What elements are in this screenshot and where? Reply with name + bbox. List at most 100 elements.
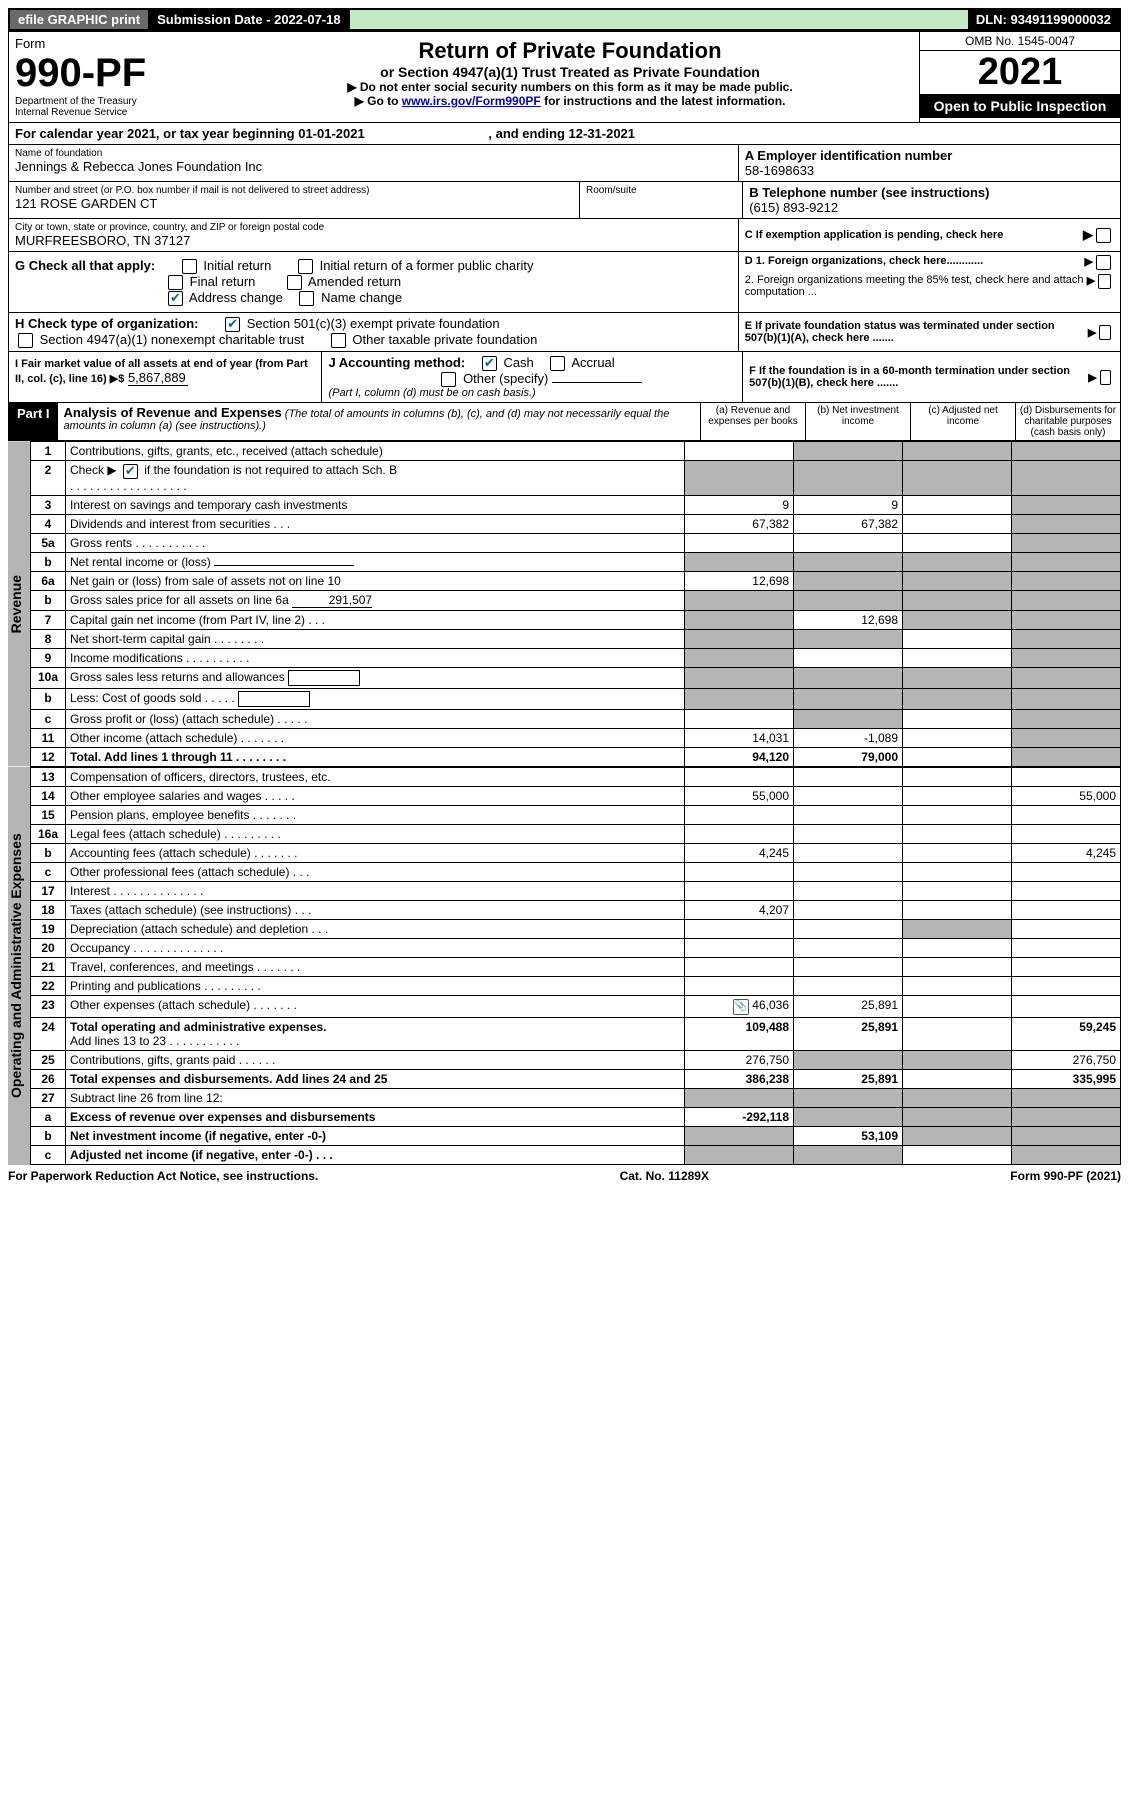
d2-checkbox[interactable] [1098, 274, 1111, 289]
table-row: 20Occupancy . . . . . . . . . . . . . . [31, 938, 1121, 957]
table-row: 22Printing and publications . . . . . . … [31, 976, 1121, 995]
col-c-header: (c) Adjusted net income [910, 403, 1015, 440]
table-row: aExcess of revenue over expenses and dis… [31, 1107, 1121, 1126]
c-label: C If exemption application is pending, c… [745, 229, 1004, 241]
arrow-icon: ▶ [1087, 274, 1095, 298]
h-other-checkbox[interactable] [331, 333, 346, 348]
attachment-icon[interactable]: 📎 [733, 999, 749, 1015]
j-cash-checkbox[interactable] [482, 356, 497, 371]
j-other-checkbox[interactable] [441, 372, 456, 387]
footer-left: For Paperwork Reduction Act Notice, see … [8, 1169, 318, 1183]
table-row: 16aLegal fees (attach schedule) . . . . … [31, 824, 1121, 843]
instr-ssn: ▶ Do not enter social security numbers o… [227, 80, 913, 94]
table-row: 13Compensation of officers, directors, t… [31, 767, 1121, 786]
city-value: MURFREESBORO, TN 37127 [15, 233, 732, 248]
g-name-checkbox[interactable] [299, 291, 314, 306]
g-address-checkbox[interactable] [168, 291, 183, 306]
e-checkbox[interactable] [1099, 325, 1111, 340]
arrow-icon: ▶ [1083, 227, 1093, 243]
g-final-checkbox[interactable] [168, 275, 183, 290]
j-label: J Accounting method: [328, 355, 465, 370]
foundation-name: Jennings & Rebecca Jones Foundation Inc [15, 159, 732, 174]
revenue-table: 1Contributions, gifts, grants, etc., rec… [30, 441, 1121, 766]
d1-checkbox[interactable] [1096, 255, 1111, 270]
table-row: 21Travel, conferences, and meetings . . … [31, 957, 1121, 976]
efile-print-button[interactable]: efile GRAPHIC print [10, 10, 149, 29]
table-row: 14Other employee salaries and wages . . … [31, 786, 1121, 805]
table-row: 15Pension plans, employee benefits . . .… [31, 805, 1121, 824]
table-row: 12Total. Add lines 1 through 11 . . . . … [31, 747, 1121, 766]
form-subtitle: or Section 4947(a)(1) Trust Treated as P… [227, 64, 913, 80]
addr-label: Number and street (or P.O. box number if… [15, 185, 573, 196]
g-initial: Initial return [203, 258, 271, 273]
ein-value: 58-1698633 [745, 163, 1114, 178]
table-row: 5aGross rents . . . . . . . . . . . [31, 533, 1121, 552]
part1-title: Analysis of Revenue and Expenses [64, 405, 282, 420]
i-value: 5,867,889 [128, 370, 188, 386]
j-other: Other (specify) [463, 371, 548, 386]
table-row: 25Contributions, gifts, grants paid . . … [31, 1050, 1121, 1069]
table-row: 6aNet gain or (loss) from sale of assets… [31, 571, 1121, 590]
form-word: Form [15, 36, 215, 51]
h-label: H Check type of organization: [15, 316, 198, 331]
j-other-value [552, 382, 642, 383]
table-row: 17Interest . . . . . . . . . . . . . . [31, 881, 1121, 900]
dln-label: DLN: 93491199000032 [968, 10, 1119, 29]
j-accrual: Accrual [571, 355, 614, 370]
city-label: City or town, state or province, country… [15, 222, 732, 233]
j-accrual-checkbox[interactable] [550, 356, 565, 371]
street-address: 121 ROSE GARDEN CT [15, 196, 573, 211]
table-row: 19Depreciation (attach schedule) and dep… [31, 919, 1121, 938]
g-amended-checkbox[interactable] [287, 275, 302, 290]
table-row: 10aGross sales less returns and allowanc… [31, 667, 1121, 688]
d2-label: 2. Foreign organizations meeting the 85%… [745, 274, 1087, 298]
table-row: 11Other income (attach schedule) . . . .… [31, 728, 1121, 747]
table-row: bAccounting fees (attach schedule) . . .… [31, 843, 1121, 862]
g-initial-former-checkbox[interactable] [298, 259, 313, 274]
part1-header-row: Part I Analysis of Revenue and Expenses … [8, 403, 1121, 441]
table-row: 2Check ▶ if the foundation is not requir… [31, 461, 1121, 495]
f-checkbox[interactable] [1100, 370, 1111, 385]
footer-mid: Cat. No. 11289X [620, 1169, 709, 1183]
schb-checkbox[interactable] [123, 464, 138, 479]
c-checkbox[interactable] [1096, 228, 1111, 243]
identity-block: Name of foundation Jennings & Rebecca Jo… [8, 145, 1121, 403]
col-a-header: (a) Revenue and expenses per books [700, 403, 805, 440]
g-final: Final return [190, 274, 256, 289]
h-4947-checkbox[interactable] [18, 333, 33, 348]
g-address: Address change [189, 290, 283, 305]
instr-post: for instructions and the latest informat… [541, 94, 786, 108]
open-to-public: Open to Public Inspection [920, 94, 1120, 118]
name-label: Name of foundation [15, 148, 732, 159]
e-label: E If private foundation status was termi… [745, 320, 1088, 344]
table-row: cGross profit or (loss) (attach schedule… [31, 709, 1121, 728]
table-row: 26Total expenses and disbursements. Add … [31, 1069, 1121, 1088]
g-name: Name change [321, 290, 402, 305]
part1-badge: Part I [9, 403, 58, 440]
col-d-header: (d) Disbursements for charitable purpose… [1015, 403, 1120, 440]
period-begin: For calendar year 2021, or tax year begi… [15, 126, 365, 141]
table-row: bGross sales price for all assets on lin… [31, 590, 1121, 610]
ein-label: A Employer identification number [745, 148, 1114, 163]
instr-pre: ▶ Go to [355, 94, 402, 108]
irs-link[interactable]: www.irs.gov/Form990PF [402, 94, 541, 108]
tel-value: (615) 893-9212 [749, 200, 1114, 215]
table-row: 7Capital gain net income (from Part IV, … [31, 610, 1121, 629]
f-label: F If the foundation is in a 60-month ter… [749, 365, 1088, 389]
table-row: 4Dividends and interest from securities … [31, 514, 1121, 533]
period-end: , and ending 12-31-2021 [488, 126, 635, 141]
h-501c3-checkbox[interactable] [225, 317, 240, 332]
g-initial-checkbox[interactable] [182, 259, 197, 274]
table-row: bNet rental income or (loss) [31, 552, 1121, 571]
expenses-label: Operating and Administrative Expenses [8, 767, 30, 1165]
h-501c3: Section 501(c)(3) exempt private foundat… [247, 316, 500, 331]
dept-treasury: Department of the Treasury [15, 96, 215, 107]
tax-period-row: For calendar year 2021, or tax year begi… [8, 123, 1121, 145]
expenses-section: Operating and Administrative Expenses 13… [8, 767, 1121, 1165]
form-number: 990-PF [15, 51, 215, 96]
form-header: Form 990-PF Department of the Treasury I… [8, 31, 1121, 123]
tel-label: B Telephone number (see instructions) [749, 185, 1114, 200]
h-other: Other taxable private foundation [352, 332, 537, 347]
table-row: bNet investment income (if negative, ent… [31, 1126, 1121, 1145]
form-title: Return of Private Foundation [227, 38, 913, 64]
